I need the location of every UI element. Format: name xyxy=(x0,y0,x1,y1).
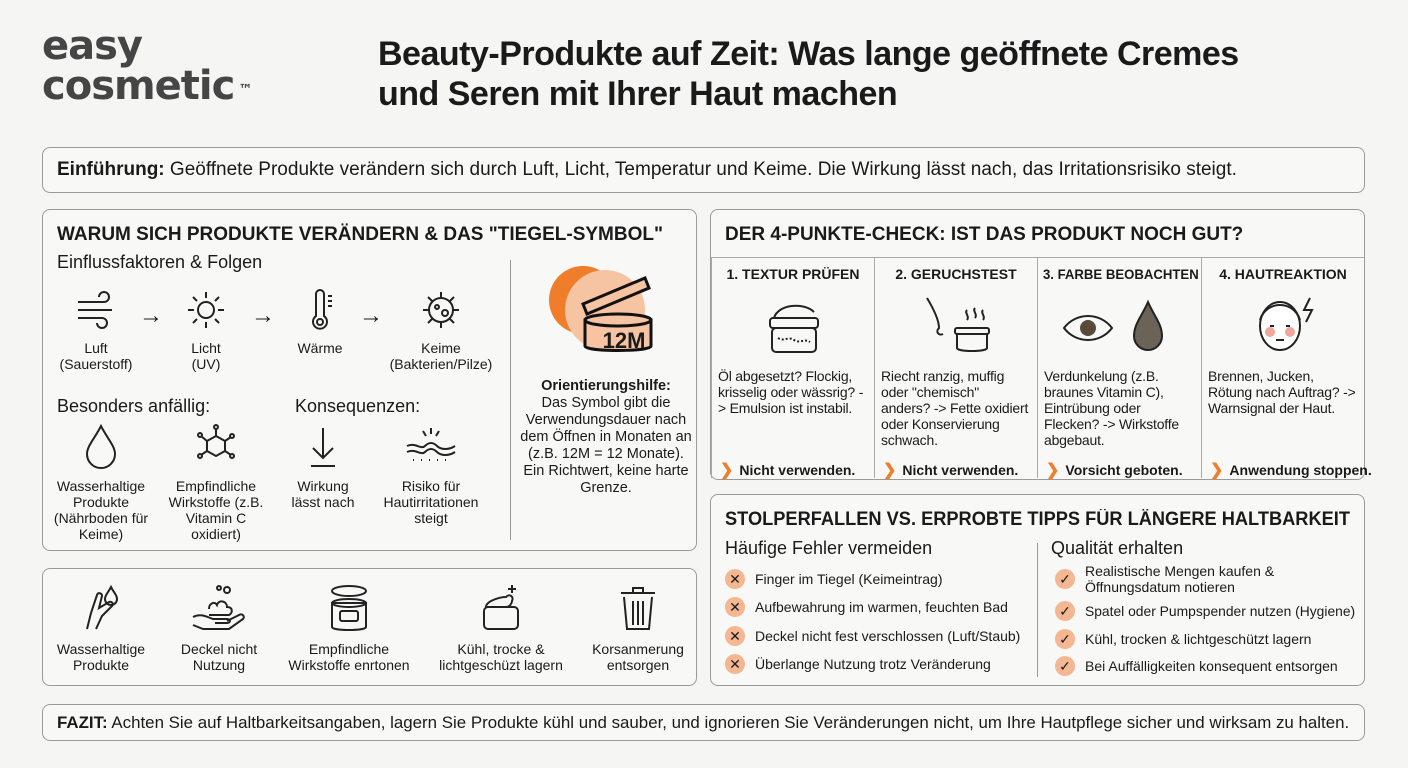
chevron-right-icon: ❯ xyxy=(1046,462,1060,479)
good-item: ✓ Kühl, trocken & lichtgeschützt lagern xyxy=(1055,629,1311,649)
open-jar-icon xyxy=(331,585,367,631)
open-jar-12m-icon xyxy=(549,266,653,352)
chevron-right-icon: ❯ xyxy=(883,462,897,479)
susceptible-actives: Empfindliche Wirkstoffe (z.B. Vitamin C … xyxy=(159,422,273,542)
mistake-item: ✕ Deckel nicht fest verschlossen (Luft/St… xyxy=(725,626,1020,646)
wind-icon xyxy=(78,291,112,329)
arrow-right-icon: → xyxy=(139,302,163,329)
fazit-text: FAZIT: Achten Sie auf Haltbarkeitsangabe… xyxy=(57,713,1350,732)
arrow-right-icon: → xyxy=(359,302,383,329)
mistake-item: ✕ Finger im Tiegel (Keimeintrag) xyxy=(725,569,943,589)
face-reaction-icon xyxy=(1259,297,1314,351)
page-title: Beauty-Produkte auf Zeit: Was lange geöf… xyxy=(378,35,1239,113)
good-item: ✓ Spatel oder Pumpspender nutzen (Hygiene… xyxy=(1055,601,1358,621)
chevron-right-icon: ❯ xyxy=(720,462,734,479)
x-icon: ✕ xyxy=(725,569,745,589)
chevron-right-icon: ❯ xyxy=(1210,462,1224,479)
check-heading: DER 4-PUNKTE-CHECK: IST DAS PRODUKT NOCH… xyxy=(725,224,1244,245)
symbol-label: 12M xyxy=(602,328,646,353)
factor-air: Luft (Sauerstoff) xyxy=(51,288,141,372)
intro-box: Einführung: Geöffnete Produkte verändern… xyxy=(42,147,1365,193)
x-icon: ✕ xyxy=(725,597,745,617)
cool-jar-icon xyxy=(483,585,519,630)
check-column-texture: 1. TEXTUR PRÜFEN Öl abgesetzt? Flockig, … xyxy=(711,258,874,479)
good-item: ✓ Realistische Mengen kaufen & Öffnungsda… xyxy=(1055,563,1345,595)
why-heading: WARUM SICH PRODUKTE VERÄNDERN & DAS "TIE… xyxy=(57,224,663,245)
arrow-right-icon: → xyxy=(251,302,275,329)
molecule-icon xyxy=(197,424,235,459)
irritated-skin-icon xyxy=(406,428,456,461)
drop-icon xyxy=(85,423,117,469)
tips-heading: STOLPERFALLEN VS. ERPROBTE TIPPS FÜR LÄN… xyxy=(725,509,1350,530)
verdict: ❯ Vorsicht geboten. xyxy=(1046,462,1183,479)
factor-light: Licht (UV) xyxy=(161,288,251,372)
mistake-item: ✕ Aufbewahrung im warmen, feuchten Bad xyxy=(725,597,1008,617)
sun-icon xyxy=(188,292,224,328)
logo: easy cosmetic ™ xyxy=(42,23,252,109)
symbol-description: Orientierungshilfe: Das Symbol gibt die V… xyxy=(520,378,692,496)
arrow-down-icon xyxy=(311,428,335,467)
eye-drop-icon xyxy=(1062,299,1164,351)
finger-drop-icon xyxy=(86,584,119,630)
check-column-skin: 4. HAUTREAKTION Brennen, Jucken, Rötung … xyxy=(1201,258,1372,479)
check-icon: ✓ xyxy=(1055,656,1075,676)
check-icon: ✓ xyxy=(1055,629,1075,649)
germ-icon xyxy=(423,292,459,328)
check-column-color: 3. FARBE BEOBACHTEN Verdunkelung (z.B. b… xyxy=(1037,258,1201,479)
check-icon: ✓ xyxy=(1055,601,1075,621)
verdict: ❯ Anwendung stoppen. xyxy=(1210,462,1372,479)
tips-panel: STOLPERFALLEN VS. ERPROBTE TIPPS FÜR LÄN… xyxy=(710,494,1365,686)
divider xyxy=(1037,543,1038,677)
consequence-effect: Wirkung lässt nach xyxy=(287,422,359,510)
check-panel: DER 4-PUNKTE-CHECK: IST DAS PRODUKT NOCH… xyxy=(710,209,1372,480)
nose-icon xyxy=(926,297,990,352)
icons-row-item: Wasserhaltige Produkte xyxy=(51,583,151,673)
mistake-item: ✕ Überlange Nutzung trotz Veränderung xyxy=(725,654,991,674)
factor-heat: Wärme xyxy=(275,288,365,356)
intro-text: Einführung: Geöffnete Produkte verändern… xyxy=(57,159,1237,180)
x-icon: ✕ xyxy=(725,626,745,646)
hand-foam-icon xyxy=(192,585,245,630)
check-column-smell: 2. GERUCHSTEST Riecht ranzig, muffig ode… xyxy=(874,258,1037,479)
consequence-irritation: Risiko für Hautirritationen steigt xyxy=(367,422,495,526)
check-icon: ✓ xyxy=(1055,569,1075,589)
icons-row-panel: Wasserhaltige Produkte Deckel nicht Nutz… xyxy=(42,568,697,686)
icons-row-item: Kühl, trocke & lichtgeschüzt lagern xyxy=(429,583,573,673)
good-item: ✓ Bei Auffälligkeiten konsequent entsorge… xyxy=(1055,656,1338,676)
divider xyxy=(711,257,1364,258)
icons-row-item: Korsanmerung entsorgen xyxy=(583,583,693,673)
thermometer-icon xyxy=(312,289,332,330)
icons-row-item: Deckel nicht Nutzung xyxy=(167,583,271,673)
trash-icon xyxy=(621,587,655,630)
verdict: ❯ Nicht verwenden. xyxy=(720,462,856,479)
divider xyxy=(510,260,511,540)
icons-row-item: Empfindliche Wirkstoffe enrtonen xyxy=(279,583,419,673)
fazit-box: FAZIT: Achten Sie auf Haltbarkeitsangabe… xyxy=(42,704,1365,741)
why-panel: WARUM SICH PRODUKTE VERÄNDERN & DAS "TIE… xyxy=(42,209,697,551)
factor-germs: Keime (Bakterien/Pilze) xyxy=(379,288,503,372)
cream-jar-icon xyxy=(769,304,819,353)
susceptible-water: Wasserhaltige Produkte (Nährboden für Ke… xyxy=(51,422,151,542)
x-icon: ✕ xyxy=(725,654,745,674)
verdict: ❯ Nicht verwenden. xyxy=(883,462,1019,479)
